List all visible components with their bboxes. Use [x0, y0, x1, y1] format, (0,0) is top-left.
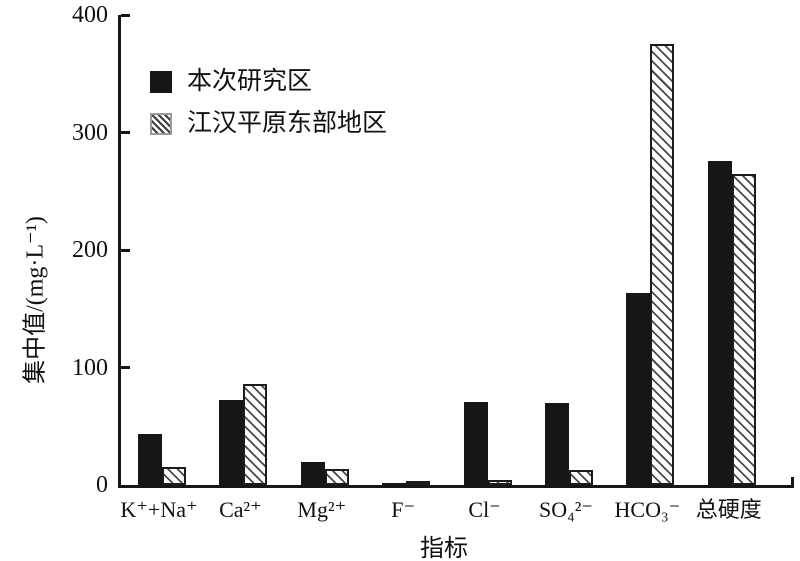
x-tick-label-1: K⁺+Na⁺	[120, 497, 198, 522]
y-tick-label-0: 0	[96, 472, 108, 498]
plot-area	[118, 13, 794, 488]
legend-item-series1: 本次研究区	[150, 68, 387, 95]
x-tick-label-3: Mg²⁺	[297, 497, 347, 522]
y-tick-label-300: 300	[72, 119, 108, 146]
bar-series1-category5	[463, 401, 488, 485]
bar-series2-category2	[243, 383, 268, 485]
x-axis-end-tick	[791, 477, 794, 485]
bar-series1-category7	[626, 293, 651, 485]
legend: 本次研究区 江汉平原东部地区	[150, 68, 387, 137]
x-tick-label-8: 总硬度	[695, 497, 762, 522]
bar-series1-category4	[382, 482, 407, 485]
y-tick-label-200: 200	[72, 237, 108, 263]
x-tick-label-5: Cl⁻	[468, 497, 501, 522]
legend-label-series1: 本次研究区	[187, 68, 313, 95]
bar-series2-category1	[162, 467, 186, 485]
y-tick-label-400: 400	[72, 2, 108, 28]
x-tick-label-7: HCO₃⁻	[614, 497, 681, 522]
legend-label-series2: 江汉平原东部地区	[187, 110, 388, 137]
bar-series2-category5	[487, 480, 512, 485]
x-tick-label-6: SO₄²⁻	[538, 497, 593, 522]
y-axis-tick-400	[121, 13, 130, 17]
x-axis-title: 指标	[420, 536, 468, 561]
bar-series1-category1	[138, 434, 162, 485]
legend-swatch-hatch-icon	[150, 112, 172, 135]
x-tick-label-2: Ca²⁺	[219, 497, 262, 522]
bar-series2-category4	[406, 481, 431, 485]
bar-series2-category7	[650, 44, 675, 485]
y-axis-tick-200	[121, 248, 130, 252]
bar-series2-category8	[731, 173, 756, 485]
legend-swatch-solid-icon	[150, 70, 172, 93]
y-tick-label-100: 100	[72, 354, 108, 381]
bar-series1-category3	[300, 461, 325, 485]
bar-series1-category2	[219, 400, 244, 485]
bar-series1-category6	[545, 402, 569, 485]
bar-series1-category8	[707, 160, 732, 485]
bar-series2-category6	[569, 469, 593, 485]
legend-item-series2: 江汉平原东部地区	[150, 110, 387, 137]
x-tick-label-4: F⁻	[391, 497, 416, 522]
y-axis-tick-100	[121, 366, 130, 369]
bar-series2-category3	[324, 468, 349, 485]
y-axis-tick-300	[121, 131, 130, 134]
